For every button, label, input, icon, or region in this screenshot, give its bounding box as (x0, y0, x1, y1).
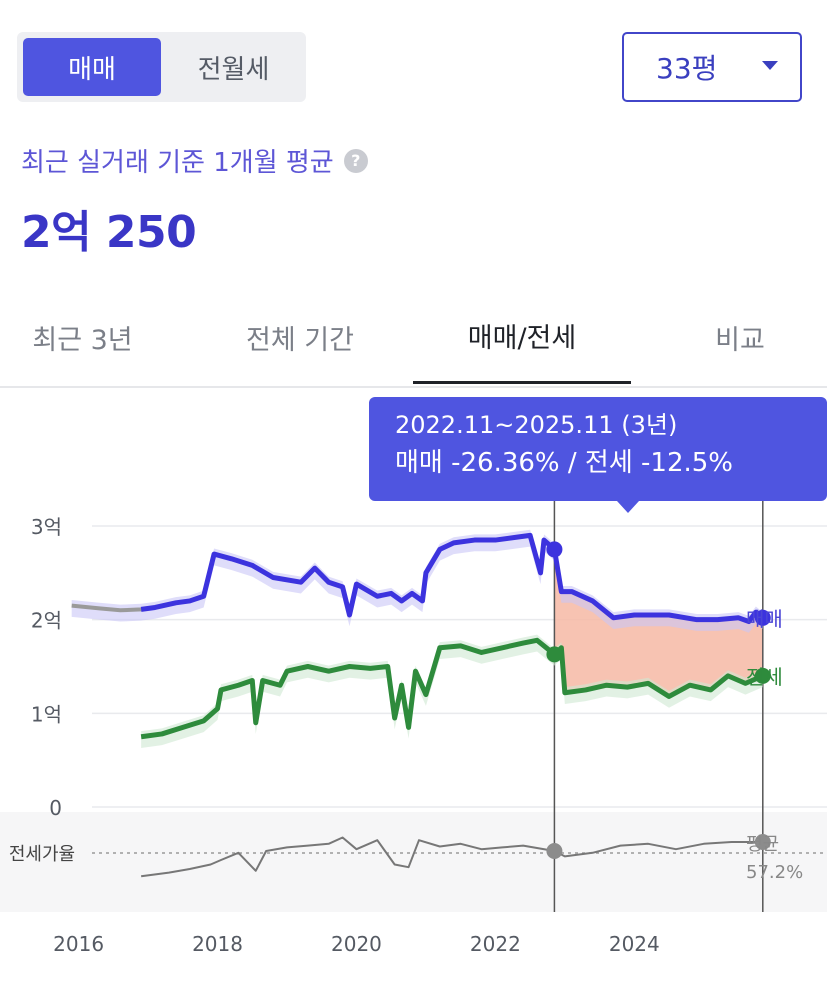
series-band-0 (71, 529, 763, 633)
series-line-sale (140, 532, 765, 625)
tab-all-period[interactable]: 전체 기간 (246, 324, 354, 356)
x-tick-label-1: 2018 (192, 932, 243, 956)
range-tooltip: 2022.11~2025.11 (3년) 매매 -26.36% / 전세 -12… (369, 397, 827, 513)
x-tick-label-2: 2020 (331, 932, 382, 956)
y-tick-label-3: 0 (49, 796, 62, 820)
ratio-average-label: 평균 (746, 834, 779, 855)
period-tabs: 최근 3년 전체 기간 매매/전세 비교 (0, 290, 827, 388)
y-tick-label-2: 1억 (31, 702, 62, 726)
x-tick-label-4: 2024 (609, 932, 660, 956)
tab-sale-jeonse[interactable]: 매매/전세 (413, 290, 631, 384)
series-end-label-sale: 매매 (746, 607, 783, 631)
ratio-start-marker (546, 843, 563, 859)
ratio-average-value: 57.2% (746, 862, 803, 883)
tooltip-change: 매매 -26.36% / 전세 -12.5% (395, 448, 733, 478)
series-line-jeonse (140, 637, 764, 740)
series-band-1 (141, 634, 763, 748)
ratio-panel-label: 전세가율 (9, 844, 75, 865)
area-select-value: 33평 (656, 52, 718, 85)
series-end-label-jeonse: 전세 (746, 665, 783, 689)
y-tick-label-1: 2억 (31, 609, 62, 633)
area-select[interactable]: 33평 (622, 32, 802, 102)
jeonse-end-marker (754, 667, 771, 684)
price-caption-text: 최근 실거래 기준 1개월 평균 (21, 148, 334, 178)
tab-recent-3y[interactable]: 최근 3년 (32, 324, 133, 356)
tooltip-period: 2022.11~2025.11 (3년) (395, 411, 678, 439)
ratio-panel-background (0, 812, 827, 912)
x-tick-label-0: 2016 (53, 932, 104, 956)
sale-start-marker (546, 541, 563, 558)
price-trend-chart: 3억 2억 1억 0 전세가율 2016 2018 2020 2022 2024 매매전세평균… (0, 501, 827, 956)
help-icon[interactable]: ? (343, 148, 368, 173)
rent-tab-button[interactable]: 전월세 (167, 38, 300, 96)
jeonse-start-marker (546, 646, 563, 663)
caret-down-icon (762, 61, 778, 70)
x-tick-label-3: 2022 (470, 932, 521, 956)
average-price: 2억 250 (21, 207, 197, 258)
y-tick-label-0: 3억 (31, 515, 62, 539)
buy-tab-button[interactable]: 매매 (23, 38, 161, 96)
ratio-line (141, 836, 763, 878)
deal-type-toggle: 매매 전월세 (17, 32, 306, 102)
tab-compare[interactable]: 비교 (715, 324, 765, 356)
price-caption: 최근 실거래 기준 1개월 평균 ? (21, 142, 368, 179)
ratio-end-marker (754, 834, 771, 850)
sale-end-marker (754, 609, 771, 626)
